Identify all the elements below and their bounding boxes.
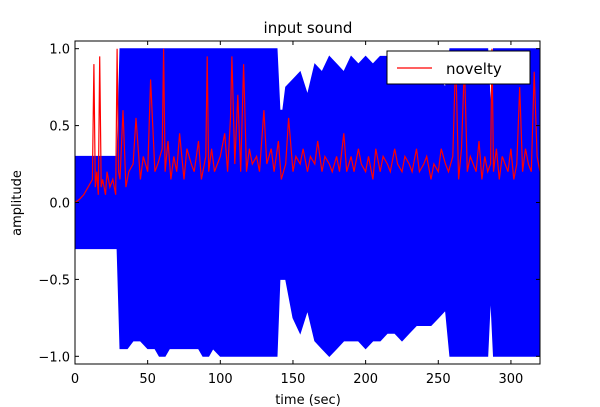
x-tick-label: 100: [208, 372, 233, 387]
x-tick-label: 50: [139, 372, 156, 387]
y-tick-label: 1.0: [49, 43, 70, 58]
novelty-series: [75, 48, 540, 203]
x-tick-label: 0: [71, 372, 79, 387]
y-tick-label: −0.5: [38, 273, 70, 288]
chart-title: input sound: [264, 19, 353, 37]
y-axis-label: amplitude: [10, 170, 25, 236]
x-tick-label: 200: [353, 372, 378, 387]
x-tick-label: 250: [426, 372, 451, 387]
waveform-series: [75, 48, 540, 358]
x-axis-label: time (sec): [275, 393, 341, 407]
x-tick-label: 300: [499, 372, 524, 387]
legend-label-novelty: novelty: [446, 60, 502, 78]
x-tick-label: 150: [281, 372, 306, 387]
y-tick-label: 0.5: [49, 120, 70, 135]
y-axis: −1.0 −0.5 0.0 0.5 1.0: [38, 43, 540, 365]
legend: novelty: [386, 50, 531, 85]
y-tick-label: −1.0: [38, 350, 70, 365]
x-axis: 0 50 100 150 200 250 300: [71, 41, 523, 387]
y-tick-label: 0.0: [49, 197, 70, 212]
